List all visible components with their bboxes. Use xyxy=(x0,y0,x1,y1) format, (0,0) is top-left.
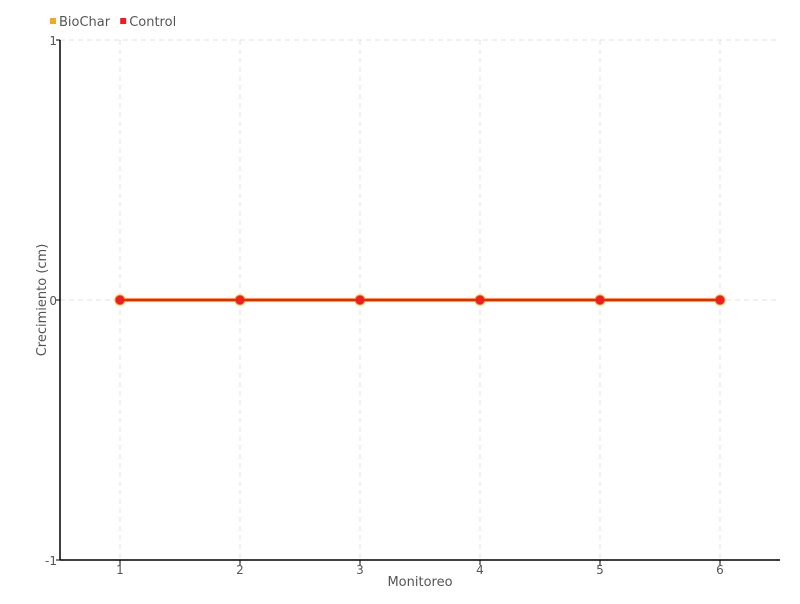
x-tick-label: 6 xyxy=(716,563,724,577)
x-axis-label: Monitoreo xyxy=(387,575,452,590)
y-tick-label: -1 xyxy=(45,554,57,568)
legend-swatch xyxy=(120,18,127,24)
legend: BioChar Control xyxy=(50,15,176,30)
legend-swatch xyxy=(50,18,56,24)
series-layer xyxy=(114,294,726,306)
x-tick-label: 2 xyxy=(236,563,244,577)
legend-label: Control xyxy=(129,15,176,30)
series-control xyxy=(115,295,725,305)
data-point xyxy=(355,295,365,305)
x-tick-label: 3 xyxy=(356,563,364,577)
y-axis-label: Crecimiento (cm) xyxy=(35,244,50,357)
legend-label: BioChar xyxy=(59,15,111,30)
y-tick-label: 0 xyxy=(49,294,57,308)
axes: 1 2 3 4 5 6 -1 0 1 xyxy=(45,34,780,577)
x-tick-label: 1 xyxy=(116,563,124,577)
data-point xyxy=(595,295,605,305)
data-point xyxy=(715,295,725,305)
x-tick-label: 4 xyxy=(476,563,484,577)
data-point xyxy=(115,295,125,305)
data-point xyxy=(235,295,245,305)
x-tick-label: 5 xyxy=(596,563,604,577)
y-tick-label: 1 xyxy=(49,34,57,48)
data-point xyxy=(475,295,485,305)
